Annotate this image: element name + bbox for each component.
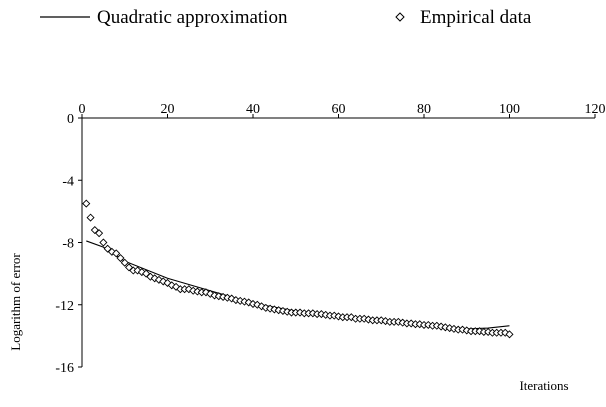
x-tick-label-1: 20 (161, 102, 175, 117)
y-axis-title: Logarithm of error (8, 253, 23, 351)
x-tick-label-4: 80 (417, 102, 431, 117)
y-tick-label-1: -4 (62, 174, 74, 189)
empirical-data-point-18 (159, 277, 168, 286)
empirical-data-point-19 (163, 278, 172, 287)
empirical-data-point-99 (505, 330, 514, 339)
empirical-data-point-7 (112, 249, 121, 258)
empirical-data-point-3 (95, 229, 104, 238)
x-tick-label-2: 40 (246, 102, 260, 117)
x-tick-label-0: 0 (79, 102, 86, 117)
axes (81, 117, 595, 367)
empirical-data-point-0 (82, 199, 91, 208)
x-ticks: 0 20 40 60 80 100 120 (79, 102, 606, 118)
y-tick-label-2: -8 (62, 237, 74, 252)
empirical-data-point-40 (253, 300, 262, 309)
series-quadratic-approximation (86, 240, 510, 330)
empirical-data-point-10 (124, 263, 134, 272)
series-empirical-data (82, 199, 514, 339)
legend-diamond-swatch (395, 12, 405, 22)
empirical-data-point-62 (347, 313, 356, 322)
empirical-data-point-5 (103, 244, 112, 253)
x-tick-label-5: 100 (499, 102, 520, 117)
empirical-data-point-8 (116, 254, 125, 263)
legend: Quadratic approximation Empirical data (40, 7, 532, 28)
empirical-data-point-38 (244, 298, 253, 307)
empirical-data-point-41 (257, 302, 266, 311)
legend-label-quadratic: Quadratic approximation (97, 7, 288, 28)
empirical-data-point-28 (201, 288, 211, 297)
quadratic-approximation-line (86, 240, 510, 330)
x-axis-title: Iterations (519, 378, 568, 393)
y-ticks: 0 -4 -8 -12 -16 (55, 112, 82, 376)
legend-label-empirical: Empirical data (420, 7, 532, 28)
empirical-data-point-1 (86, 213, 95, 222)
empirical-data-point-15 (146, 272, 155, 281)
x-tick-label-6: 120 (585, 102, 606, 117)
y-tick-label-4: -16 (55, 361, 74, 376)
empirical-data-point-6 (107, 247, 116, 256)
empirical-data-point-4 (99, 238, 108, 247)
y-tick-label-3: -12 (55, 299, 74, 314)
x-tick-label-3: 60 (332, 102, 346, 117)
empirical-data-point-9 (120, 258, 129, 267)
y-tick-label-0: 0 (67, 112, 74, 127)
